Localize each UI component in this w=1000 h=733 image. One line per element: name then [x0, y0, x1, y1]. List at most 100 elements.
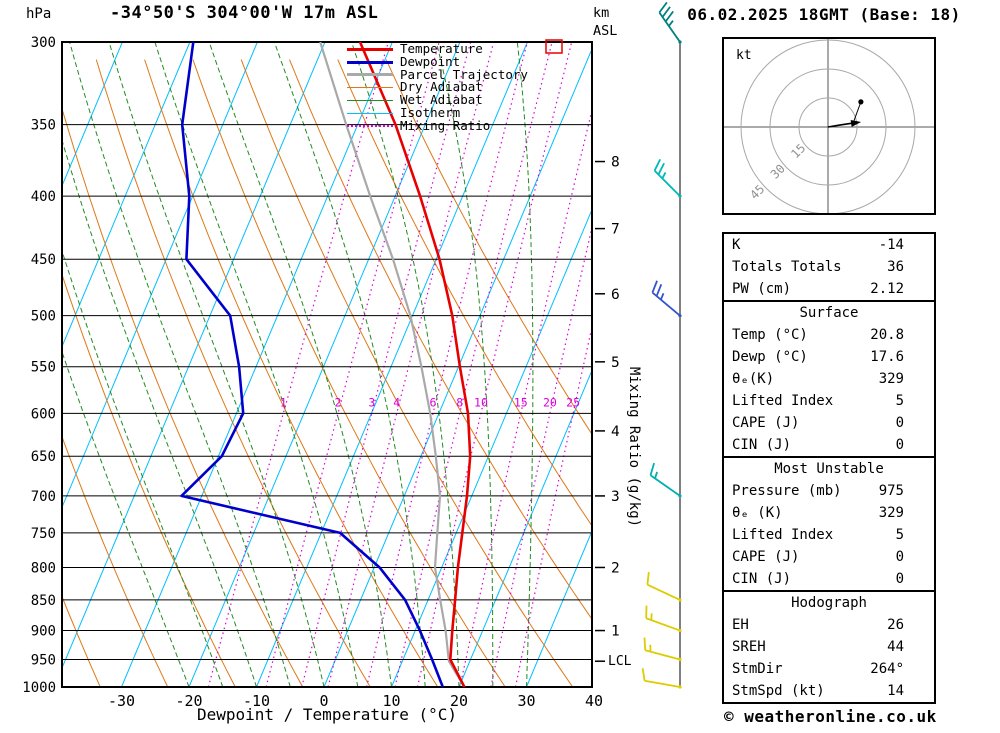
stat-value: 2.12 — [870, 281, 904, 297]
stat-label: Lifted Index — [732, 527, 834, 543]
stat-row-cape: CAPE (J) 0 — [724, 412, 934, 434]
stat-row-theta-e: θₑ(K) 329 — [724, 368, 934, 390]
altitude-axis-unit-asl: ASL — [593, 23, 618, 39]
stat-row-lifted-index: Lifted Index 5 — [724, 524, 934, 546]
hodograph-ring-label: 30 — [768, 161, 788, 181]
pressure-tick-label: 900 — [31, 624, 56, 640]
hodograph-ring-label: 45 — [747, 182, 767, 202]
wind-barb — [646, 572, 682, 602]
stat-value: 14 — [887, 683, 904, 699]
stat-label: SREH — [732, 639, 766, 655]
stat-value: 20.8 — [870, 327, 904, 343]
stat-row-lifted-index: Lifted Index 5 — [724, 390, 934, 412]
stat-label: θₑ (K) — [732, 505, 783, 521]
hodograph-ring-label: 15 — [788, 141, 808, 161]
stat-value: 329 — [878, 505, 904, 521]
pressure-tick-label: 550 — [31, 360, 56, 376]
stat-label: CAPE (J) — [732, 415, 800, 431]
stat-label: Temp (°C) — [732, 327, 808, 343]
surface-table: Surface Temp (°C) 20.8 Dewp (°C) 17.6 θₑ(K… — [722, 302, 936, 458]
temp-tick-label: 10 — [382, 692, 400, 710]
stat-value: 0 — [895, 415, 904, 431]
most-unstable-table-header: Most Unstable — [774, 461, 884, 477]
km-tick-label: 1 — [611, 624, 620, 640]
stat-row-dewp: Dewp (°C) 17.6 — [724, 346, 934, 368]
mixing-ratio-axis-label: Mixing Ratio (g/kg) — [626, 367, 642, 527]
stat-row-pw: PW (cm) 2.12 — [724, 278, 934, 300]
pressure-tick-label: 750 — [31, 526, 56, 542]
pressure-tick-label: 950 — [31, 653, 56, 669]
pressure-tick-label: 850 — [31, 593, 56, 609]
hodograph-trace — [827, 122, 854, 128]
mixing-ratio-value-label: 6 — [430, 395, 437, 409]
legend-item-wet-adiabat: Wet Adiabat — [347, 93, 528, 107]
wind-barb — [645, 605, 682, 633]
isotherm-legend-line — [347, 112, 393, 114]
mixing-ratio-legend-line — [347, 125, 393, 128]
parcel-legend-line — [347, 73, 393, 77]
legend-item-mixing-ratio: Mixing Ratio — [347, 119, 528, 133]
wet-adiabat-legend-line — [347, 100, 393, 102]
plot-frame — [61, 41, 593, 688]
pressure-tick-label: 300 — [31, 35, 56, 51]
temp-tick-label: 30 — [517, 692, 535, 710]
temp-tick-label: -10 — [243, 692, 270, 710]
pressure-tick-label: 650 — [31, 449, 56, 465]
wind-barb — [641, 668, 682, 689]
wind-barb — [643, 637, 682, 662]
stat-row-cape: CAPE (J) 0 — [724, 546, 934, 568]
hodograph-ring — [798, 97, 858, 157]
mixing-ratio-value-label: 4 — [393, 395, 400, 409]
hodograph-point — [858, 99, 864, 105]
dewpoint-legend-line — [347, 60, 393, 64]
legend-item-parcel: Parcel Trajectory — [347, 68, 528, 82]
pressure-tick-label: 700 — [31, 489, 56, 505]
stat-value: 17.6 — [870, 349, 904, 365]
wind-barb — [653, 158, 682, 198]
mixing-ratio-value-label: 3 — [368, 395, 375, 409]
stat-value: 5 — [895, 393, 904, 409]
altitude-axis-unit: km ASL — [593, 4, 617, 40]
hodograph-frame — [722, 37, 936, 215]
skewt-plot: 3003504004505005506006507007508008509009… — [22, 1, 682, 710]
legend: Temperature Dewpoint Parcel Trajectory D… — [347, 42, 528, 133]
stat-row-temp: Temp (°C) 20.8 — [724, 324, 934, 346]
stat-value: -14 — [878, 237, 904, 253]
stat-label: K — [732, 237, 741, 253]
mixing-ratio-value-label: 1 — [280, 395, 287, 409]
stat-label: StmDir — [732, 661, 783, 677]
temp-tick-label: 0 — [319, 692, 328, 710]
altitude-axis-unit-km: km — [593, 5, 610, 21]
km-tick-label: 4 — [611, 424, 620, 440]
stat-label: PW (cm) — [732, 281, 792, 297]
pressure-tick-label: 600 — [31, 406, 56, 422]
temp-tick-label: 20 — [450, 692, 468, 710]
temperature-curve — [358, 42, 472, 687]
stat-label: Pressure (mb) — [732, 483, 842, 499]
stat-value: 264° — [870, 661, 904, 677]
mixing-ratio-value-label: 8 — [456, 395, 463, 409]
pressure-axis-unit: hPa — [26, 6, 52, 22]
station-title: -34°50'S 304°00'W 17m ASL — [110, 3, 379, 23]
stat-row-eh: EH 26 — [724, 614, 934, 636]
stat-row-k: K -14 — [724, 234, 934, 256]
wind-barb — [649, 462, 682, 498]
km-tick-label: 3 — [611, 489, 620, 505]
most-unstable-table: Most Unstable Pressure (mb) 975 θₑ (K) 329… — [722, 458, 936, 592]
stat-row-stmdir: StmDir 264° — [724, 658, 934, 680]
temperature-legend-line — [347, 47, 393, 51]
stat-label: CIN (J) — [732, 437, 792, 453]
wind-barb — [651, 280, 682, 318]
stat-value: 36 — [887, 259, 904, 275]
stat-label: EH — [732, 617, 749, 633]
pressure-tick-label: 800 — [31, 560, 56, 576]
surface-table-header: Surface — [799, 305, 859, 321]
hodograph-table-header: Hodograph — [791, 595, 867, 611]
stat-value: 0 — [895, 571, 904, 587]
stat-label: CIN (J) — [732, 571, 792, 587]
dewpoint-curve — [180, 42, 445, 687]
hodograph-upper-segment — [852, 101, 862, 124]
mixing-ratio-value-label: 10 — [474, 395, 488, 409]
